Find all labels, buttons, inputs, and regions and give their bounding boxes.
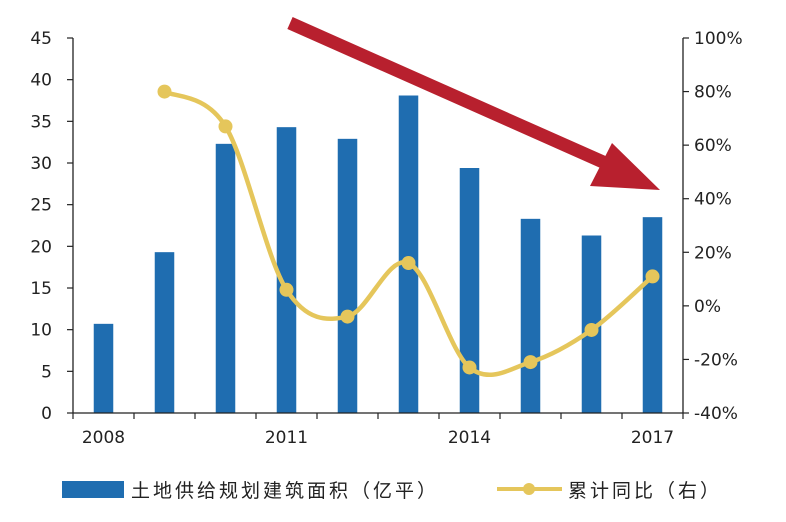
bar-2008 bbox=[93, 323, 114, 413]
legend-bar-swatch bbox=[62, 481, 124, 498]
y-left-tick-label: 25 bbox=[30, 196, 52, 216]
y-left-tick-label: 40 bbox=[30, 71, 52, 91]
x-tick-label: 2008 bbox=[82, 428, 125, 448]
legend-bar-label: 土地供给规划建筑面积（亿平） bbox=[131, 480, 439, 502]
axes: 0 5 10 15 20 25 30 35 40 45 -40% -20% 0% 20% 40% 60% 80%… bbox=[30, 29, 742, 448]
y-right-tick-label: -40% bbox=[694, 404, 738, 424]
y-right-tick-label: 0% bbox=[694, 297, 721, 317]
trend-arrow bbox=[287, 17, 660, 190]
line-point-2009 bbox=[157, 84, 172, 99]
line-point-2016 bbox=[584, 322, 599, 337]
y-right-tick-label: -20% bbox=[694, 350, 738, 370]
legend: 土地供给规划建筑面积（亿平） 累计同比（右） bbox=[62, 480, 722, 502]
y-right-tick-label: 80% bbox=[694, 83, 732, 103]
line-point-2012 bbox=[340, 309, 355, 324]
y-left-tick-label: 5 bbox=[41, 362, 52, 382]
y-left-tick-label: 30 bbox=[30, 154, 52, 174]
legend-line-marker bbox=[523, 483, 535, 495]
bar-series bbox=[93, 95, 663, 414]
line-point-2014 bbox=[462, 360, 477, 375]
line-point-2015 bbox=[523, 355, 538, 370]
bar-2010 bbox=[215, 143, 236, 414]
bar-2012 bbox=[337, 138, 358, 414]
x-tick-label: 2011 bbox=[265, 428, 308, 448]
y-right-tick-label: 40% bbox=[694, 190, 732, 210]
y-left-tick-label: 15 bbox=[30, 279, 52, 299]
y-left-tick-label: 0 bbox=[41, 404, 52, 424]
y-left-tick-label: 35 bbox=[30, 112, 52, 132]
arrow-shaft bbox=[287, 17, 615, 172]
y-right-tick-label: 20% bbox=[694, 243, 732, 263]
line-point-2017 bbox=[645, 269, 660, 284]
x-tick-label: 2017 bbox=[631, 428, 674, 448]
y-right-tick-label: 60% bbox=[694, 136, 732, 156]
line-point-2010 bbox=[218, 119, 233, 134]
line-point-2013 bbox=[401, 256, 416, 270]
legend-line-label: 累计同比（右） bbox=[568, 480, 722, 502]
x-tick-label: 2014 bbox=[448, 428, 491, 448]
bar-2015 bbox=[520, 218, 541, 413]
y-left-tick-label: 10 bbox=[30, 321, 52, 341]
bar-2014 bbox=[459, 168, 480, 413]
bar-2017 bbox=[642, 217, 663, 413]
y-left-tick-label: 45 bbox=[30, 29, 52, 49]
bar-2011 bbox=[276, 127, 297, 414]
line-point-2011 bbox=[279, 282, 294, 297]
bar-2013 bbox=[398, 95, 419, 413]
y-left-tick-label: 20 bbox=[30, 237, 52, 257]
y-right-tick-label: 100% bbox=[694, 29, 743, 49]
arrow-head bbox=[590, 143, 660, 190]
bar-2009 bbox=[154, 252, 175, 413]
line-series bbox=[157, 84, 660, 378]
